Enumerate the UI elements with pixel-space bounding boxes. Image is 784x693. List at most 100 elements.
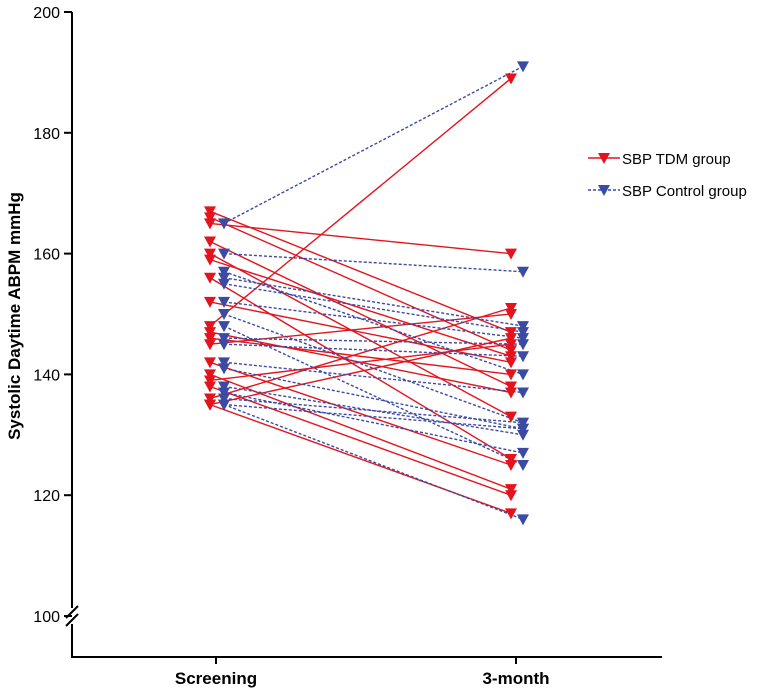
control-subject-line xyxy=(223,65,524,225)
control-point xyxy=(517,61,529,73)
tdm-point xyxy=(204,327,216,339)
tdm-point xyxy=(204,212,216,224)
legend: SBP TDM group SBP Control group xyxy=(588,151,747,200)
tdm-point xyxy=(204,272,216,284)
x-tick-screening: Screening xyxy=(175,669,257,688)
tdm-subject-line xyxy=(209,337,512,376)
control-point xyxy=(517,460,529,471)
tdm-point xyxy=(204,333,216,345)
tdm-point xyxy=(204,375,216,387)
tdm-point xyxy=(204,381,216,393)
tdm-point xyxy=(505,490,517,502)
y-axis-label: Systolic Daytime ABPM mmHg xyxy=(5,192,24,440)
tdm-subject-line xyxy=(209,258,512,357)
control-subject-line xyxy=(223,361,524,394)
tdm-point xyxy=(204,206,216,218)
tdm-subject-line xyxy=(209,403,512,514)
tdm-point xyxy=(505,302,517,314)
tdm-point xyxy=(204,339,216,351)
control-point xyxy=(218,266,230,278)
control-point xyxy=(218,363,230,375)
tdm-point xyxy=(505,248,517,260)
control-point xyxy=(218,333,230,345)
control-subject-line xyxy=(223,367,524,430)
tdm-point xyxy=(505,351,517,363)
control-point xyxy=(517,447,529,459)
x-tick-3-month: 3-month xyxy=(482,669,549,688)
control-subject-line xyxy=(223,385,524,436)
tdm-subject-line xyxy=(209,216,512,351)
control-point xyxy=(517,321,529,333)
tdm-point xyxy=(204,236,216,248)
tdm-point xyxy=(204,218,216,230)
tdm-subject-line xyxy=(209,307,512,400)
legend-marker-tdm xyxy=(598,153,610,164)
tdm-point xyxy=(204,296,216,308)
control-subject-line xyxy=(223,313,524,424)
control-point xyxy=(517,387,529,399)
control-subject-line xyxy=(223,283,524,333)
y-tick-label: 180 xyxy=(33,126,60,143)
control-point xyxy=(218,339,230,351)
tdm-point xyxy=(505,484,517,496)
tdm-point xyxy=(505,327,517,339)
legend-tdm: SBP TDM group xyxy=(622,151,731,168)
tdm-subject-line xyxy=(209,343,512,382)
tdm-point xyxy=(204,248,216,260)
control-point xyxy=(517,327,529,339)
tdm-subject-line xyxy=(209,252,512,418)
control-point xyxy=(517,429,529,441)
tdm-point xyxy=(505,453,517,465)
control-point xyxy=(517,369,529,381)
tdm-point xyxy=(505,357,517,369)
control-subject-line xyxy=(223,403,524,521)
tdm-point xyxy=(505,508,517,520)
control-point xyxy=(517,266,529,278)
tdm-point xyxy=(505,387,517,399)
tdm-point xyxy=(204,393,216,405)
y-tick-label: 120 xyxy=(33,488,60,505)
control-point xyxy=(517,514,529,526)
tdm-point xyxy=(505,309,517,320)
control-point xyxy=(218,272,230,284)
tdm-subject-line xyxy=(209,361,512,466)
tdm-subject-line xyxy=(209,337,512,406)
control-subject-line xyxy=(223,252,524,273)
control-point xyxy=(517,339,529,351)
tdm-point xyxy=(505,333,517,345)
control-subject-line xyxy=(223,391,524,454)
tdm-point xyxy=(204,254,216,266)
tdm-point xyxy=(505,381,517,393)
control-subject-line xyxy=(223,325,524,466)
tdm-point xyxy=(204,369,216,381)
tdm-subject-line xyxy=(209,277,512,460)
control-point xyxy=(218,393,230,405)
tdm-subject-line xyxy=(209,385,512,496)
y-tick-label: 200 xyxy=(33,5,60,22)
y-tick-label: 140 xyxy=(33,367,60,384)
tdm-subject-line xyxy=(209,77,512,327)
y-tick-label: 160 xyxy=(33,247,60,264)
control-point xyxy=(218,309,230,320)
control-point xyxy=(218,296,230,308)
tdm-subject-line xyxy=(209,222,512,255)
y-tick-label: 100 xyxy=(33,609,60,626)
tdm-point xyxy=(505,411,517,423)
control-point xyxy=(218,399,230,411)
control-subject-line xyxy=(223,301,524,339)
control-subject-line xyxy=(223,277,524,327)
tdm-subject-line xyxy=(209,240,512,388)
legend-marker-control xyxy=(598,185,610,196)
control-point xyxy=(218,381,230,393)
control-point xyxy=(517,423,529,435)
control-subject-line xyxy=(223,271,524,376)
tdm-point xyxy=(505,339,517,351)
control-point xyxy=(218,218,230,230)
tdm-point xyxy=(505,369,517,381)
control-point xyxy=(517,417,529,429)
tdm-point xyxy=(505,460,517,471)
control-point xyxy=(218,357,230,369)
tdm-point xyxy=(204,357,216,369)
control-point xyxy=(517,333,529,345)
